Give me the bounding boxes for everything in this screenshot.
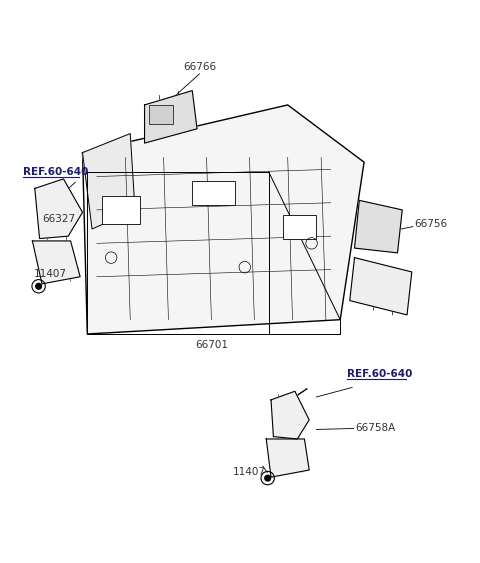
Bar: [102, 195, 140, 224]
Text: 11407: 11407: [233, 467, 266, 477]
Text: REF.60-640: REF.60-640: [348, 369, 413, 379]
Text: REF.60-640: REF.60-640: [23, 167, 88, 177]
Text: 66756: 66756: [415, 219, 448, 229]
Bar: [192, 181, 235, 205]
Text: 66327: 66327: [42, 215, 75, 225]
Polygon shape: [355, 200, 402, 253]
Polygon shape: [144, 91, 197, 143]
Polygon shape: [350, 258, 412, 315]
Text: 66758A: 66758A: [356, 423, 396, 433]
Circle shape: [36, 283, 41, 289]
Polygon shape: [271, 391, 309, 439]
Polygon shape: [83, 133, 135, 229]
Polygon shape: [83, 105, 364, 334]
Text: 11407: 11407: [34, 269, 67, 279]
Text: 66766: 66766: [183, 62, 216, 73]
Text: 66701: 66701: [195, 339, 228, 350]
Bar: [149, 105, 173, 124]
Polygon shape: [266, 439, 309, 477]
Polygon shape: [33, 241, 80, 284]
Bar: [283, 215, 316, 239]
Polygon shape: [35, 179, 83, 239]
Circle shape: [265, 475, 271, 481]
